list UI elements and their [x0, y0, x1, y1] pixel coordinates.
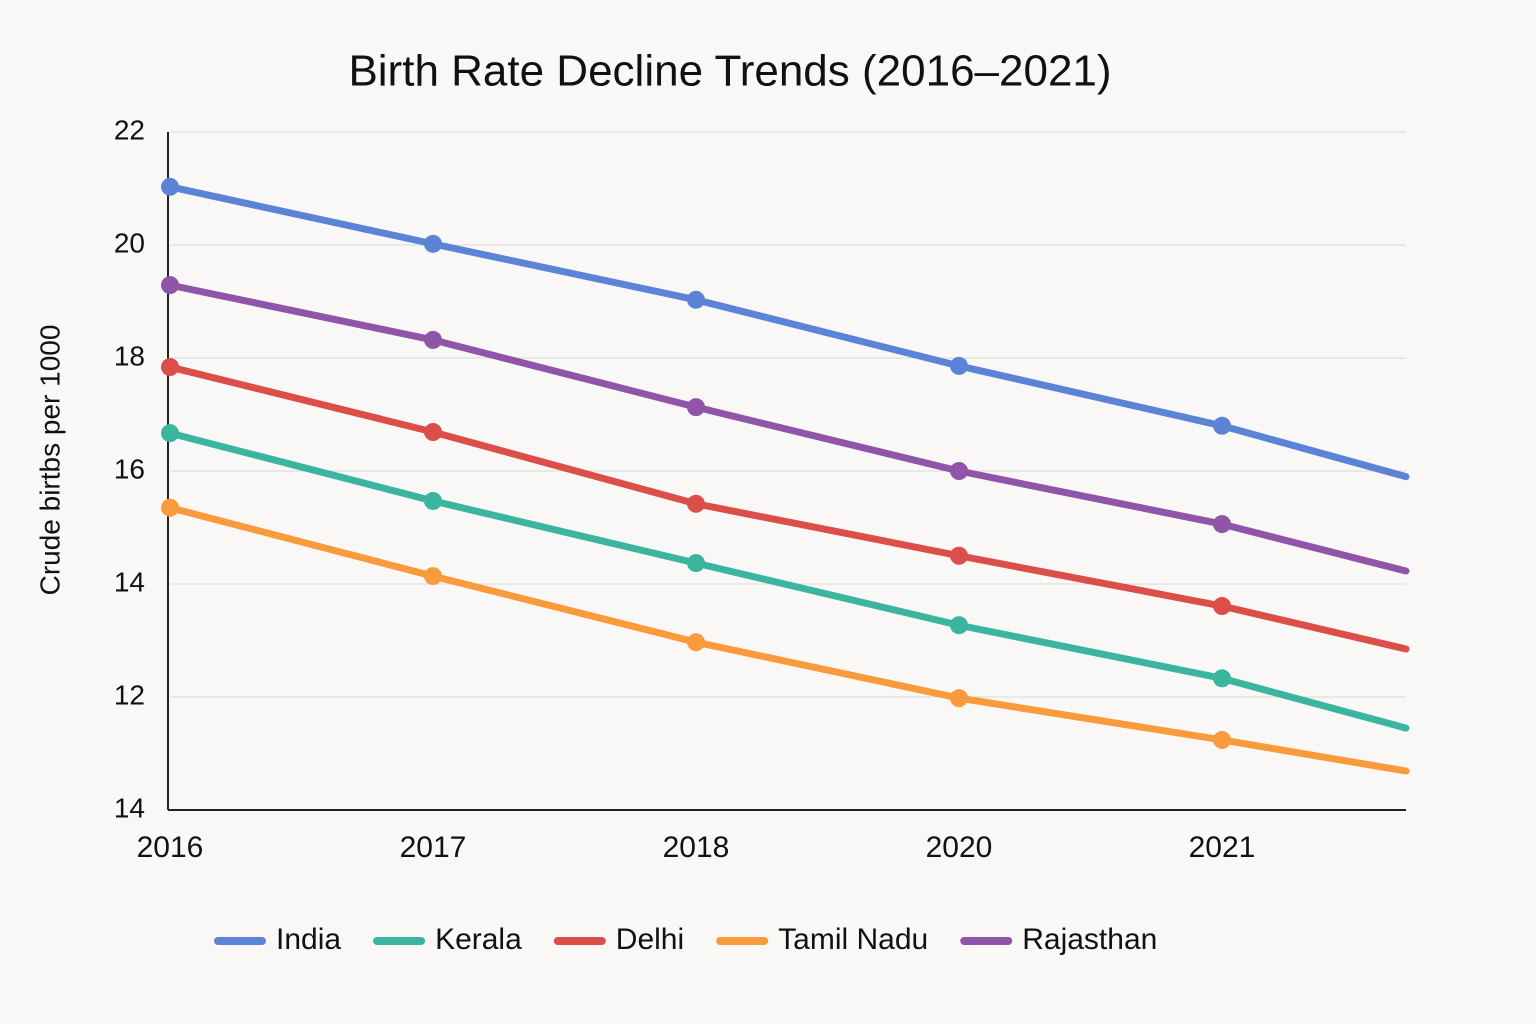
y-tick-label: 14 — [114, 566, 145, 597]
data-point — [424, 491, 442, 510]
data-point — [424, 567, 442, 586]
legend-label: India — [276, 923, 341, 956]
y-axis-label: Crude birtbs per 1000 — [34, 325, 65, 596]
data-point — [161, 498, 179, 517]
x-tick-label: 2020 — [926, 831, 993, 864]
data-point — [687, 633, 705, 652]
series-line — [166, 281, 1410, 575]
data-point — [424, 423, 442, 442]
data-point — [161, 276, 179, 295]
data-point — [424, 330, 442, 349]
legend-label: Tamil Nadu — [778, 923, 928, 956]
data-point — [687, 398, 705, 417]
y-tick-label: 18 — [114, 340, 145, 371]
y-tick-label: 14 — [114, 792, 145, 823]
legend-label: Rajasthan — [1022, 923, 1157, 956]
data-point — [950, 546, 968, 565]
data-point — [950, 689, 968, 708]
data-point — [161, 424, 179, 443]
data-point — [950, 356, 968, 375]
y-tick-label: 22 — [114, 114, 145, 145]
data-point — [687, 554, 705, 573]
data-point — [1213, 515, 1231, 534]
legend-label: Delhi — [616, 923, 684, 956]
series-line — [166, 504, 1410, 775]
data-point — [161, 177, 179, 196]
data-point — [424, 234, 442, 253]
data-point — [1213, 597, 1231, 616]
data-point — [161, 358, 179, 377]
x-tick-label: 2017 — [400, 831, 467, 864]
data-point — [950, 462, 968, 480]
x-tick-label: 2016 — [137, 831, 204, 864]
data-point — [1213, 669, 1231, 688]
series-line — [166, 363, 1410, 653]
data-point — [1213, 416, 1231, 435]
data-point — [950, 616, 968, 635]
x-tick-label: 2018 — [663, 831, 730, 864]
data-point — [687, 290, 705, 309]
y-tick-label: 20 — [114, 227, 145, 258]
data-point — [687, 494, 705, 513]
series-line — [166, 183, 1410, 481]
legend-label: Kerala — [435, 923, 522, 956]
chart-title: Birth Rate Decline Trends (2016–2021) — [348, 47, 1111, 96]
y-tick-label: 12 — [114, 679, 145, 710]
series-line — [166, 429, 1410, 732]
x-tick-label: 2021 — [1189, 831, 1256, 864]
data-point — [1213, 730, 1231, 749]
y-tick-label: 16 — [114, 453, 145, 484]
